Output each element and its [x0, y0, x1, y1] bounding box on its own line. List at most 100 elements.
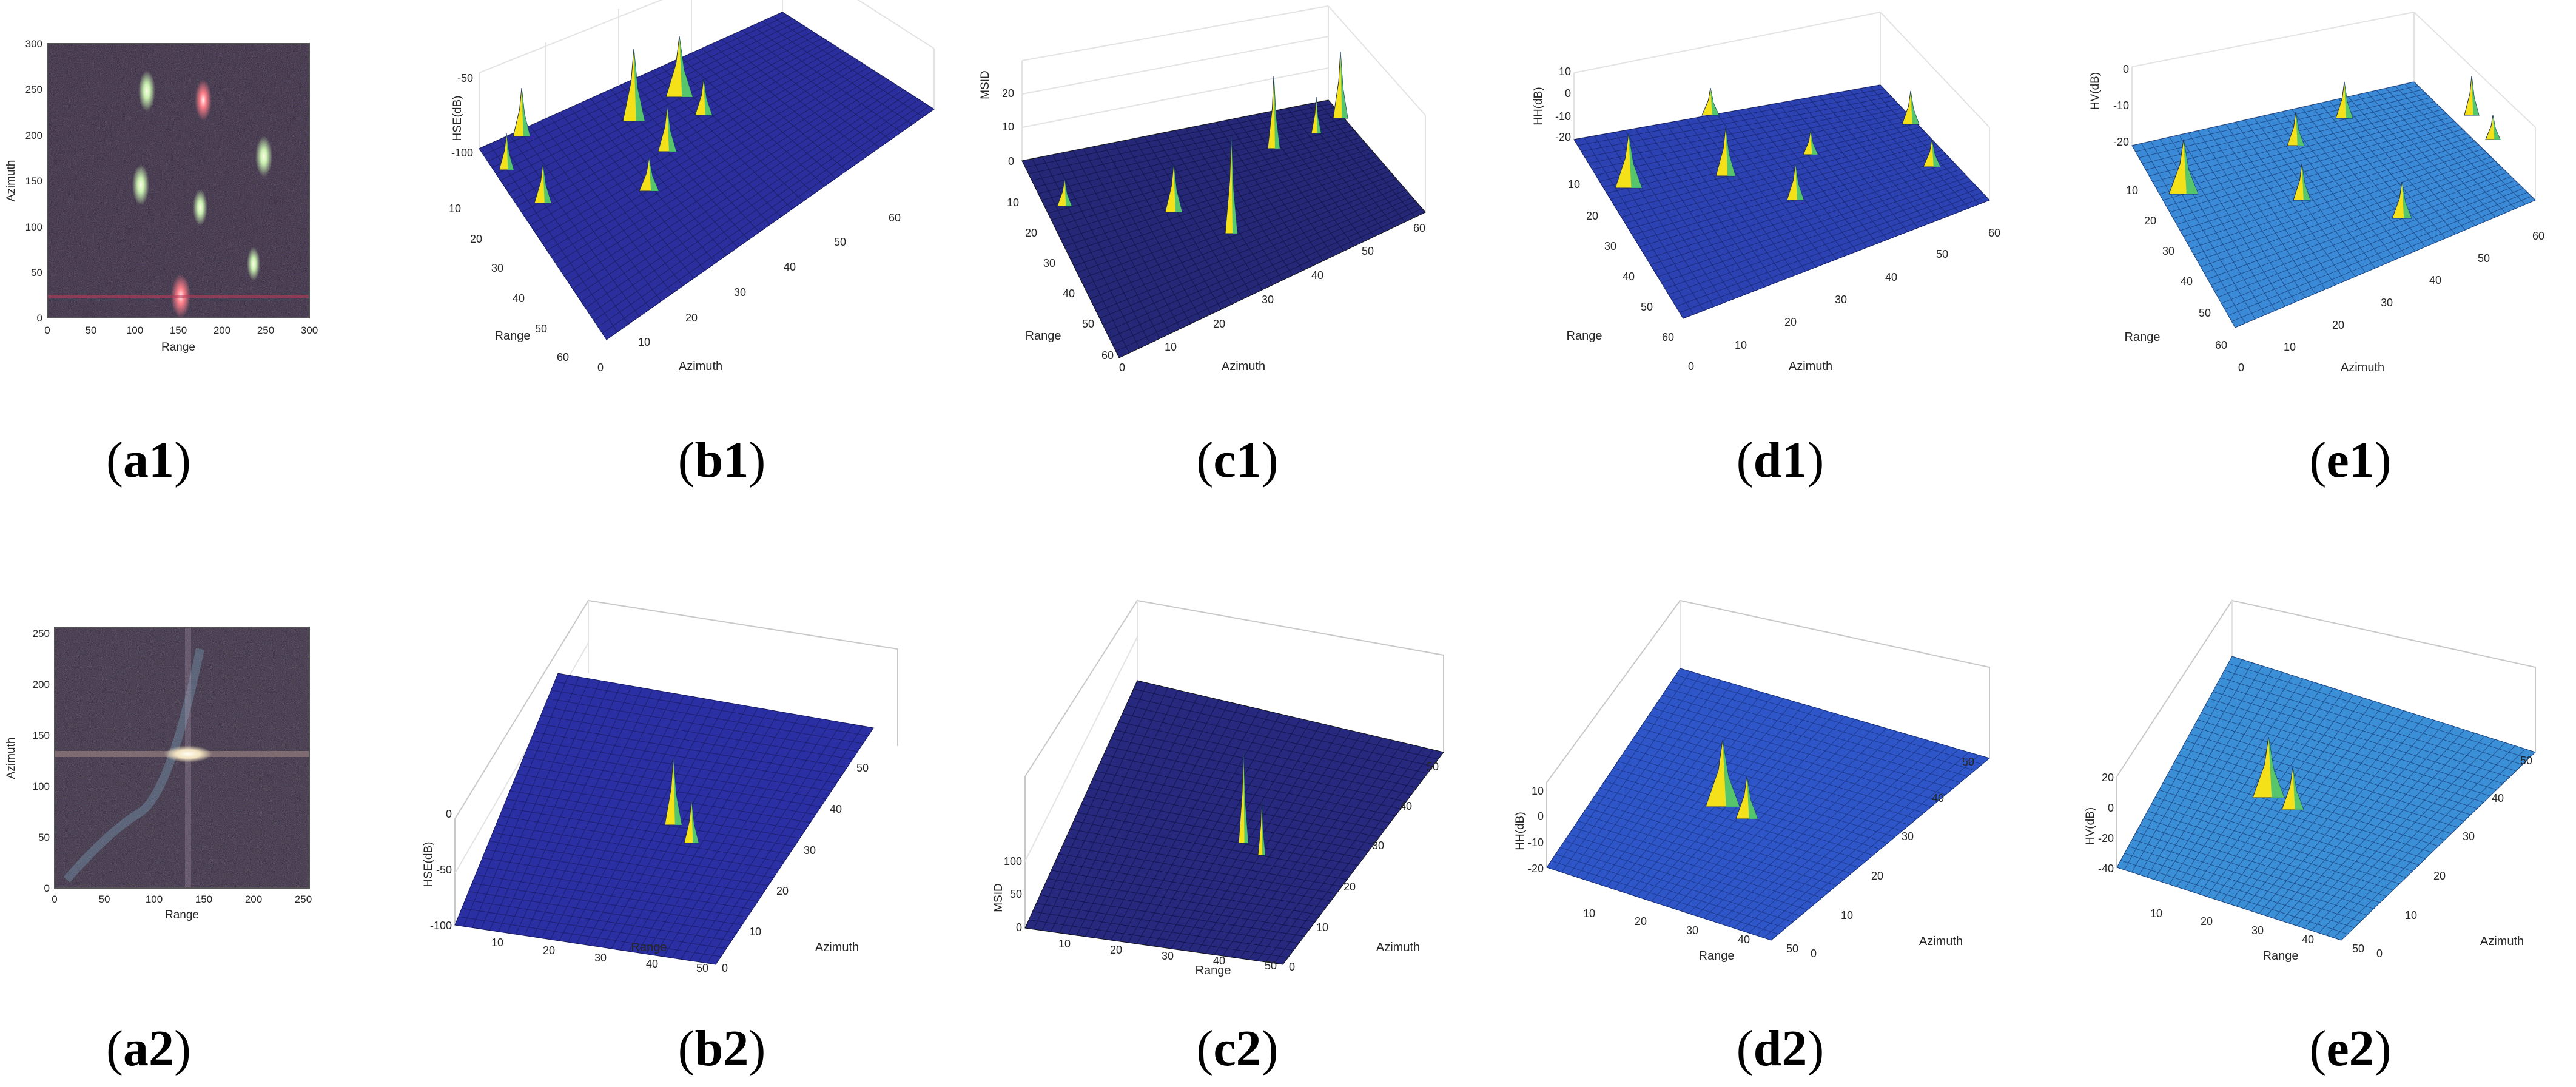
surface-peak-shade	[543, 164, 551, 203]
x-axis-label: Azimuth	[1222, 360, 1265, 373]
y-axis-label: Azimuth	[5, 738, 18, 779]
y-tick: 20	[2144, 215, 2156, 227]
panel-label-c2: (c2)	[1196, 1020, 1279, 1077]
x-tick: 100	[126, 325, 143, 336]
peaks	[1615, 87, 1941, 201]
y-tick: 60	[1662, 331, 1674, 343]
z-tick: -20	[1555, 131, 1571, 143]
y-tick: 20	[470, 233, 482, 245]
peaks	[2252, 736, 2304, 810]
panel-c1: 0 10 20 10 20 30 40 50 60 0 10 20 30 40 …	[946, 0, 1480, 400]
y-tick: 50	[2520, 755, 2532, 767]
y-tick: 100	[33, 781, 50, 792]
z-tick: 0	[1016, 921, 1022, 934]
panel-d2: -20 -10 0 10 10 20 30 40 50 0 10 20 30 4…	[1514, 599, 2026, 977]
y-axis-label: Azimuth	[1376, 941, 1420, 954]
mesh-line	[1839, 92, 1949, 217]
x-tick: 150	[195, 893, 212, 905]
z-axis-label: HSE(dB)	[451, 96, 464, 141]
y-axis-label: Azimuth	[1919, 935, 1963, 948]
panel-label-e1: (e1)	[2309, 432, 2392, 488]
y-axis-label: Range	[1026, 329, 1061, 343]
z-tick: 0	[1538, 810, 1544, 823]
y-tick: 0	[1289, 961, 1295, 973]
y-tick: 40	[1063, 288, 1075, 300]
z-tick: -10	[2113, 99, 2129, 112]
x-tick: 10	[1583, 907, 1595, 920]
panel-label-a1: (a1)	[106, 432, 191, 488]
mesh-line	[2311, 739, 2495, 931]
mesh-line	[2376, 90, 2496, 218]
peaks	[1057, 51, 1348, 234]
mesh-line	[1109, 201, 1416, 338]
x-tick: 250	[257, 325, 274, 336]
y-axis-label: Azimuth	[2480, 935, 2524, 948]
surface-peak-shade	[1726, 127, 1735, 176]
x-tick: 30	[2251, 924, 2264, 937]
surface-mesh	[483, 15, 929, 334]
x-tick: 0	[44, 325, 50, 336]
z-tick: -20	[2098, 832, 2114, 844]
y-tick: 10	[1841, 909, 1853, 921]
y-tick: 20	[1343, 881, 1356, 893]
z-tick: -50	[436, 864, 452, 876]
mesh-line	[1672, 188, 1979, 301]
surface-plot-c1: 0 10 20 10 20 30 40 50 60 0 10 20 30 40 …	[979, 5, 1426, 374]
mesh-line	[1133, 688, 1439, 760]
x-tick: 40	[1213, 955, 1225, 967]
x-tick: 20	[2332, 319, 2344, 331]
mesh-line	[544, 706, 853, 760]
z-axis-label: HSE(dB)	[422, 842, 435, 887]
mesh-line	[2221, 184, 2520, 304]
z-tick: -20	[2113, 136, 2129, 148]
z-axis-label: MSID	[979, 70, 992, 99]
surface-peak-shade	[1262, 801, 1265, 855]
y-tick: 20	[2433, 870, 2446, 882]
x-axis-label: Range	[165, 909, 199, 921]
y-tick: 30	[804, 844, 816, 856]
y-axis-label: Azimuth	[815, 941, 859, 954]
mesh-line	[551, 690, 863, 744]
y-tick: 50	[1082, 318, 1094, 330]
x-tick: 60	[2532, 230, 2544, 242]
surface-peak-shade	[1064, 179, 1072, 206]
y-tick: 50	[38, 832, 50, 843]
mesh-line	[689, 722, 842, 961]
z-tick: 20	[2102, 772, 2114, 784]
x-tick: 40	[1311, 269, 1323, 281]
x-tick: 30	[1262, 294, 1274, 306]
y-tick: 30	[2463, 830, 2475, 843]
mesh-line	[547, 698, 858, 752]
x-tick: 20	[543, 944, 555, 957]
mesh-line	[1849, 90, 1959, 212]
mesh-line	[1679, 196, 1986, 313]
mesh-line	[1741, 745, 1949, 931]
z-tick: 0	[1008, 155, 1014, 167]
surface-plot-b2: -100 -50 0 10 20 30 40 50 0 10 20 30 40 …	[422, 599, 898, 974]
y-tick: 50	[535, 323, 547, 335]
mesh-line	[1274, 749, 1434, 964]
x-tick: 50	[2352, 943, 2364, 955]
z-tick: -100	[430, 920, 452, 932]
panel-label-a2: (a2)	[106, 1020, 191, 1077]
panel-b1: -100 -50 10 20 30 40 50 60 0 10 20 30 40…	[388, 0, 935, 400]
x-tick: 40	[2302, 934, 2314, 946]
surface-mesh	[1577, 86, 1986, 315]
y-tick: 10	[1316, 921, 1328, 934]
y-tick: 40	[1932, 792, 1944, 804]
x-tick: 50	[1362, 245, 1374, 257]
mesh-line	[602, 106, 929, 334]
y-tick: 10	[1007, 197, 1019, 209]
surface-peak-shade	[506, 133, 514, 170]
x-tick: 40	[784, 261, 796, 273]
surface-mesh	[1551, 671, 1983, 938]
x-tick: 20	[1213, 318, 1225, 330]
mesh-line	[742, 30, 891, 141]
x-tick: 30	[594, 952, 607, 964]
surface-peak-shade	[634, 49, 645, 121]
x-axis-label: Range	[2263, 949, 2299, 963]
surface-peak-shade	[1747, 776, 1758, 819]
mesh-line	[1664, 180, 1972, 289]
x-tick: 10	[638, 336, 650, 348]
x-tick: 30	[1686, 924, 1698, 937]
